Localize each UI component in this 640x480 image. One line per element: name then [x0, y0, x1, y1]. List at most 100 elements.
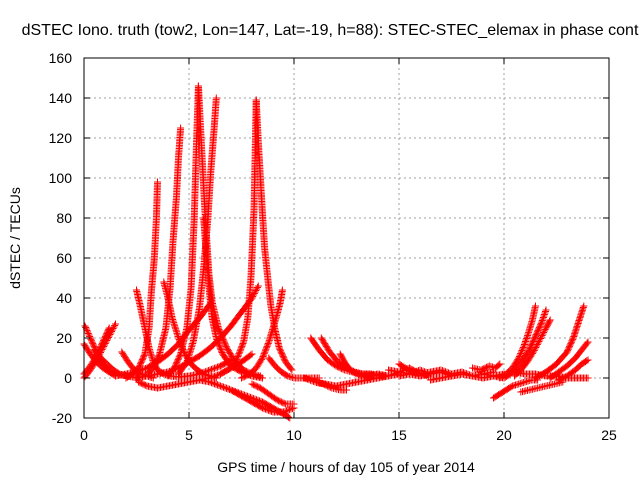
- data-series: [80, 82, 592, 422]
- data-point: [533, 342, 540, 350]
- data-point: [155, 351, 163, 359]
- data-point: [529, 348, 537, 356]
- data-point: [111, 322, 119, 329]
- data-point: [307, 376, 314, 384]
- data-point: [514, 355, 522, 363]
- data-point: [86, 362, 94, 370]
- data-point: [531, 345, 539, 353]
- data-point: [517, 350, 525, 357]
- data-point: [583, 339, 591, 347]
- series-track: [143, 124, 185, 378]
- data-point: [261, 348, 269, 356]
- data-point: [177, 124, 185, 132]
- data-point: [221, 384, 229, 392]
- data-point: [282, 371, 290, 379]
- data-point: [84, 328, 92, 336]
- data-point: [231, 358, 239, 366]
- data-point: [529, 349, 536, 357]
- plot-frame: [83, 57, 610, 419]
- data-point: [253, 363, 261, 371]
- data-point: [540, 327, 548, 335]
- data-point: [258, 355, 266, 363]
- data-point: [540, 311, 548, 318]
- data-point: [584, 338, 592, 346]
- data-point: [234, 351, 242, 359]
- series-track: [500, 306, 550, 382]
- data-point: [176, 351, 184, 359]
- data-point: [219, 334, 227, 342]
- data-point: [247, 351, 255, 359]
- data-point: [214, 338, 222, 346]
- data-point: [91, 355, 99, 363]
- x-tick-label: 0: [80, 427, 88, 443]
- data-point: [507, 383, 515, 391]
- data-point: [236, 348, 244, 356]
- x-tick-label: 25: [601, 427, 617, 443]
- series-track: [395, 360, 432, 380]
- data-point: [209, 365, 217, 373]
- data-point: [515, 354, 523, 362]
- y-axis-label: dSTEC / TECUs: [7, 187, 23, 289]
- data-point: [214, 324, 222, 332]
- data-point: [253, 285, 261, 293]
- data-point: [212, 380, 220, 388]
- data-point: [546, 316, 554, 324]
- series-track: [200, 214, 266, 382]
- data-point: [260, 350, 268, 358]
- data-point: [263, 342, 271, 350]
- data-point: [516, 351, 524, 359]
- series-track: [532, 302, 588, 382]
- data-point: [90, 356, 98, 364]
- data-point: [223, 384, 230, 392]
- series-track: [496, 302, 539, 382]
- data-point: [523, 358, 531, 366]
- data-point: [175, 334, 182, 342]
- data-point: [542, 306, 550, 314]
- data-point: [209, 379, 217, 387]
- data-point: [221, 340, 229, 348]
- data-point: [217, 382, 224, 390]
- data-point: [176, 337, 184, 345]
- data-point: [212, 334, 220, 342]
- data-point: [519, 344, 527, 351]
- data-point: [254, 396, 262, 404]
- data-point: [235, 350, 243, 358]
- data-point: [257, 357, 265, 365]
- data-point: [82, 324, 90, 331]
- data-point: [268, 407, 275, 415]
- data-point: [584, 374, 592, 382]
- data-point: [580, 302, 588, 310]
- data-point: [212, 94, 220, 102]
- chart-title: dSTEC Iono. truth (tow2, Lon=147, Lat=-1…: [22, 22, 639, 39]
- data-point: [285, 413, 292, 421]
- data-point: [239, 340, 247, 347]
- data-point: [212, 364, 220, 372]
- data-point: [254, 284, 261, 291]
- data-point: [290, 400, 298, 408]
- data-point: [538, 332, 546, 339]
- data-point: [540, 329, 548, 336]
- data-point: [522, 336, 530, 344]
- series-track: [555, 356, 592, 384]
- data-point: [532, 302, 539, 310]
- data-point: [278, 286, 286, 294]
- data-point: [259, 404, 266, 412]
- series-track: [469, 360, 504, 374]
- data-point: [524, 357, 532, 365]
- data-point: [105, 324, 113, 332]
- x-tick-label: 5: [185, 427, 193, 443]
- data-point: [287, 365, 295, 373]
- data-point: [528, 351, 536, 359]
- data-point: [104, 367, 112, 375]
- data-point: [537, 335, 544, 342]
- data-point: [140, 351, 148, 359]
- data-point: [216, 344, 224, 352]
- data-point: [217, 346, 225, 354]
- data-point: [534, 339, 542, 347]
- x-tick-label: 10: [286, 427, 302, 443]
- data-point: [119, 349, 127, 357]
- data-point: [237, 345, 245, 353]
- data-point: [84, 330, 92, 337]
- data-point: [232, 357, 239, 365]
